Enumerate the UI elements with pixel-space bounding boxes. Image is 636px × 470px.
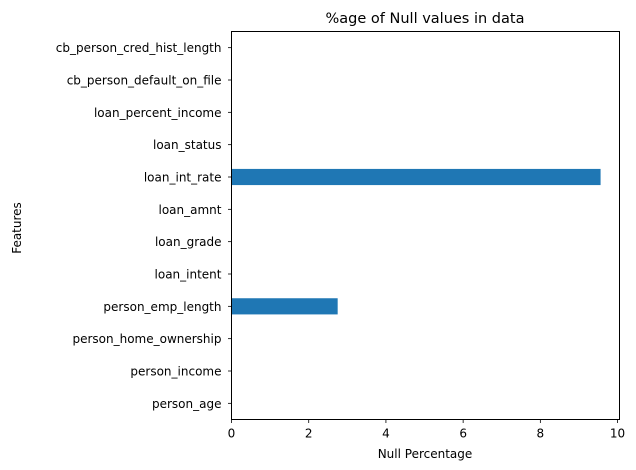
x-axis-ticks: 0 2 4 6 8 10 bbox=[228, 419, 625, 441]
y-tick-label: loan_status bbox=[153, 138, 222, 152]
bars-layer bbox=[231, 168, 601, 315]
y-tick-label: cb_person_default_on_file bbox=[67, 74, 222, 88]
bar-person_emp_length bbox=[231, 298, 338, 315]
y-tick-label: person_home_ownership bbox=[72, 332, 221, 346]
y-tick-label: person_age bbox=[152, 397, 222, 411]
y-axis-title: Features bbox=[10, 202, 24, 254]
y-tick-label: person_emp_length bbox=[103, 300, 221, 314]
x-tick-label: 0 bbox=[228, 427, 236, 441]
plot-frame bbox=[231, 31, 620, 420]
y-tick-label: loan_amnt bbox=[159, 203, 222, 217]
x-tick-label: 4 bbox=[382, 427, 390, 441]
x-tick-label: 10 bbox=[610, 427, 625, 441]
x-tick-label: 2 bbox=[305, 427, 313, 441]
x-tick-label: 8 bbox=[537, 427, 545, 441]
y-tick-label: cb_person_cred_hist_length bbox=[56, 41, 222, 55]
x-tick-label: 6 bbox=[459, 427, 467, 441]
chart-title: %age of Null values in data bbox=[326, 11, 525, 27]
y-tick-label: loan_intent bbox=[155, 268, 222, 282]
y-tick-label: loan_int_rate bbox=[144, 171, 222, 185]
bar-loan_int_rate bbox=[231, 168, 601, 186]
y-tick-label: loan_grade bbox=[155, 235, 222, 249]
x-axis-title: Null Percentage bbox=[378, 447, 473, 461]
y-axis-ticks: person_age person_income person_home_owner… bbox=[56, 41, 232, 411]
y-tick-label: loan_percent_income bbox=[94, 106, 222, 120]
y-tick-label: person_income bbox=[130, 365, 221, 379]
